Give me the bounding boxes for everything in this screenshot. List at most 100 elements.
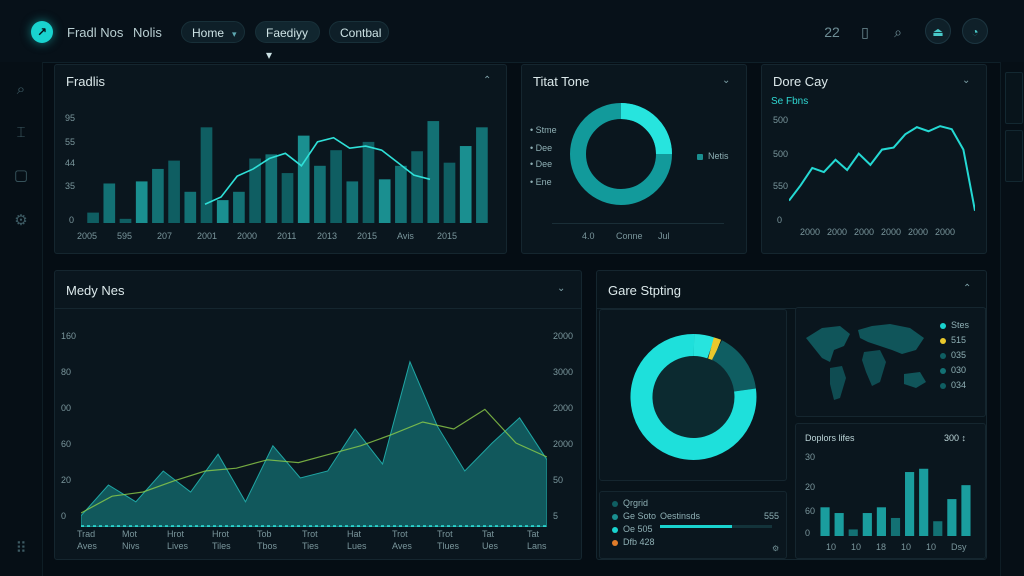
panel-title: Dore Cay	[773, 74, 828, 89]
strip-tab-2[interactable]	[1005, 130, 1023, 182]
chevron-down-icon: ▾	[232, 29, 237, 39]
bar	[905, 472, 915, 536]
faediyy-dropdown[interactable]: Faediyy ▾	[255, 21, 320, 62]
bar	[87, 212, 99, 223]
y-tick: 95	[65, 113, 76, 123]
chevron-up-icon[interactable]: ⌃	[963, 283, 972, 294]
building-icon[interactable]: ⌶	[16, 124, 26, 141]
x-tick: 2000	[237, 231, 258, 241]
bar	[346, 181, 359, 223]
gare-donut	[630, 333, 757, 460]
bar	[362, 141, 375, 223]
chevron-down-icon[interactable]: ⌄	[962, 75, 971, 86]
divider	[597, 308, 986, 309]
document-icon[interactable]: ▢	[13, 167, 29, 184]
bell-icon[interactable]: ▯	[861, 24, 869, 40]
calendar-label[interactable]: 22	[824, 24, 840, 40]
legend-item: • Dee	[530, 159, 553, 169]
legend-item: • Dee	[530, 143, 553, 153]
x-tick: 2000	[827, 227, 848, 237]
divider	[55, 308, 581, 309]
y-tick: 500	[773, 149, 789, 159]
medy-nes-chart	[81, 360, 547, 527]
bar	[378, 179, 391, 223]
x-tick: Aves	[392, 541, 412, 551]
power-icon[interactable]: ◔	[962, 18, 988, 44]
search-icon[interactable]: ⌕	[16, 81, 26, 98]
x-tick: Mot	[122, 529, 138, 539]
legend-swatch	[697, 153, 703, 160]
bar	[135, 181, 148, 223]
bar	[249, 158, 261, 223]
logo-icon[interactable]: ↗	[31, 21, 53, 43]
series-line	[789, 125, 975, 211]
x-tick: Trot	[302, 529, 318, 539]
x-tick: Lues	[347, 541, 367, 551]
donut-highlight	[620, 103, 672, 155]
x-tick: Tlues	[437, 541, 460, 551]
legend-card: Qrgrid Ge Soto Oe 505 Dfb 428 Oestinsds …	[599, 491, 787, 559]
donut-main-slice	[630, 333, 757, 460]
x-tick: 2011	[277, 231, 297, 241]
x-tick: 207	[157, 231, 173, 241]
y-tick: 5	[553, 511, 559, 521]
x-tick: Tiles	[212, 541, 231, 551]
bar	[119, 218, 132, 223]
y-tick: 0	[777, 215, 783, 225]
x-tick: Lives	[167, 541, 189, 551]
grid-icon[interactable]: ⠿	[15, 540, 27, 557]
x-tick: Nivs	[122, 541, 140, 551]
y-tick: 2000	[553, 331, 574, 341]
map-south-america	[830, 366, 846, 400]
panel-dore-cay: Dore Cay ⌄ Se Fbns 500 500 550 0 2000 200…	[761, 64, 987, 254]
chevron-down-icon[interactable]: ⌄	[722, 75, 731, 86]
bar	[216, 200, 229, 223]
divider	[552, 223, 724, 224]
x-tick: 10	[926, 542, 937, 552]
legend-item: Oe 505	[612, 524, 653, 534]
titat-donut	[570, 103, 672, 205]
contbal-button[interactable]: Contbal	[329, 21, 389, 43]
bar	[200, 127, 213, 223]
panel-gare-stpting: Gare Stpting ⌃ Stes 515 035 030 034 Qrgrid G…	[596, 270, 987, 560]
x-tick: 18	[876, 542, 887, 552]
bar	[459, 146, 472, 223]
panel-titat-tone: Titat Tone ⌄ • Stme • Dee • Dee • Ene Ne…	[521, 64, 747, 254]
strip-tab-1[interactable]	[1005, 72, 1023, 124]
y-tick: 30	[805, 452, 816, 462]
bar	[233, 191, 245, 223]
x-tick: 2013	[317, 231, 338, 241]
chevron-up-icon[interactable]: ⌃	[483, 75, 492, 86]
x-tick: Tat	[482, 529, 495, 539]
bar	[314, 165, 326, 223]
x-tick: 2000	[935, 227, 956, 237]
settings-icon[interactable]: ⚙	[14, 212, 28, 229]
panel-fradlis: Fradlis ⌃ 95 55 44 35 0 2005 595 207 2001 20…	[54, 64, 507, 254]
x-tick: 10	[901, 542, 912, 552]
x-tick: Trad	[77, 529, 96, 539]
x-tick: Lans	[527, 541, 547, 551]
panel-medy-nes: Medy Nes ⌄ 160 80 00 60 20 0 2000 3000 2000 2000…	[54, 270, 582, 560]
home-dropdown[interactable]: Home ▾	[181, 21, 245, 43]
bar	[862, 513, 872, 536]
faediyy-label: Faediyy ▾	[266, 26, 309, 62]
bars-value: 300 ↕	[944, 433, 967, 443]
search-icon[interactable]: ⌕	[894, 24, 902, 40]
legend-item: Ge Soto	[612, 511, 656, 521]
user-icon[interactable]: ⏏	[925, 18, 951, 44]
donut-dark-slice	[711, 340, 756, 392]
settings-icon[interactable]: ⚙	[772, 544, 780, 553]
x-tick: Ues	[482, 541, 499, 551]
x-tick: 2000	[800, 227, 821, 237]
bar	[152, 168, 164, 223]
panel-subtitle: Se Fbns	[771, 96, 809, 107]
nav-link[interactable]: Nolis	[133, 25, 162, 40]
bar	[395, 165, 407, 223]
donut-card	[599, 309, 787, 481]
legend-item: Qrgrid	[612, 498, 648, 508]
legend-item: 030	[940, 365, 966, 375]
bar	[265, 154, 278, 223]
bar	[103, 183, 116, 223]
chevron-down-icon[interactable]: ⌄	[557, 283, 566, 294]
x-tick: 2005	[77, 231, 98, 241]
